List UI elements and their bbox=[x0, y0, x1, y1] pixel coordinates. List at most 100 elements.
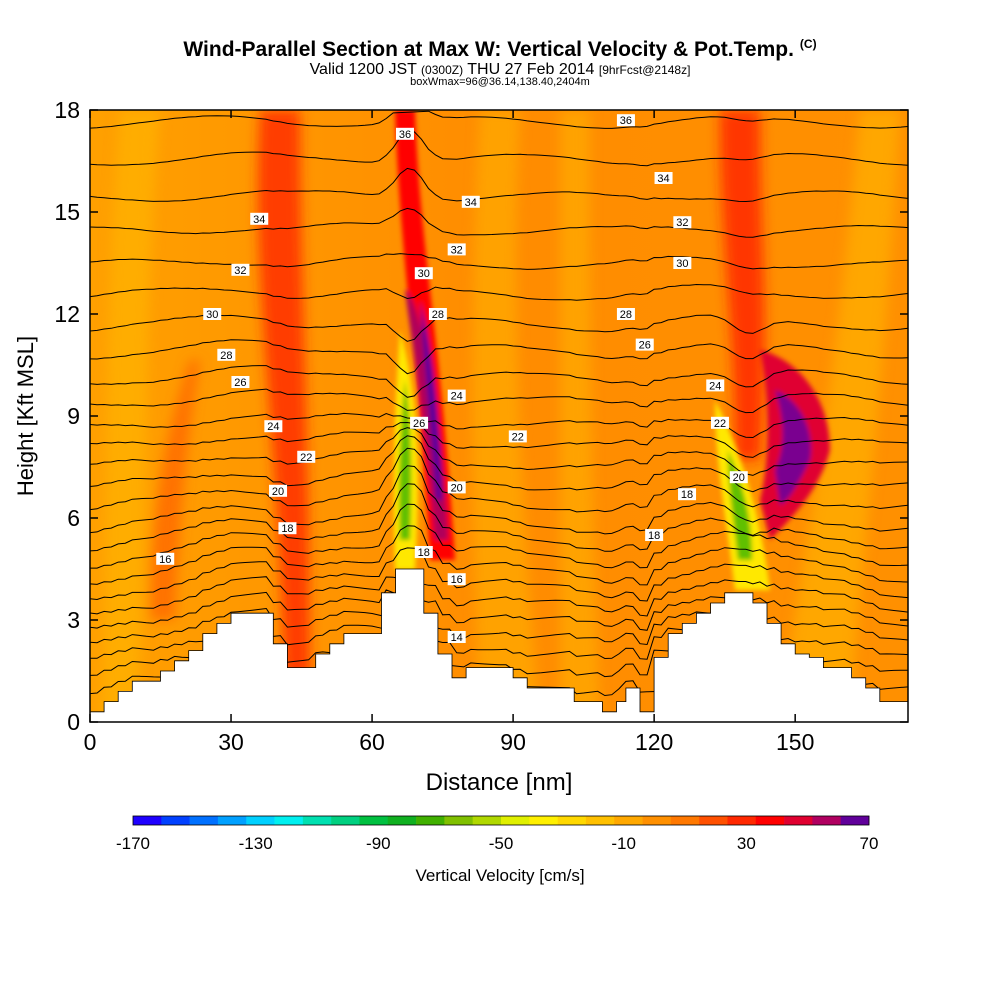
contour-label: 26 bbox=[234, 377, 246, 389]
contour-label: 36 bbox=[620, 115, 632, 127]
colorbar-segment bbox=[217, 816, 247, 825]
contour-label-box bbox=[395, 127, 414, 140]
contour-label: 18 bbox=[681, 489, 693, 501]
contour-label-box bbox=[414, 546, 433, 558]
colorbar-segment bbox=[585, 816, 615, 825]
contour-label: 30 bbox=[206, 309, 218, 321]
x-tick-label: 150 bbox=[776, 729, 814, 755]
contour-label: 22 bbox=[512, 431, 524, 443]
colorbar-segment bbox=[755, 816, 785, 825]
y-tick-label: 0 bbox=[67, 709, 80, 735]
theta-contours bbox=[90, 110, 908, 697]
colorbar-segment bbox=[614, 816, 643, 825]
theta-contour-line bbox=[90, 547, 908, 602]
updraft-core bbox=[775, 390, 811, 505]
contour-label: 28 bbox=[220, 350, 232, 362]
contour-label: 24 bbox=[451, 391, 463, 403]
colorbar-segment bbox=[670, 816, 700, 825]
theta-contour-line bbox=[90, 388, 908, 414]
contour-label-box bbox=[673, 216, 692, 229]
valid-date: THU 27 Feb 2014 bbox=[467, 61, 595, 78]
contour-label-box bbox=[250, 212, 269, 225]
copyright-mark: (C) bbox=[799, 37, 817, 51]
contour-label-box bbox=[508, 430, 527, 443]
theta-contour-line bbox=[90, 465, 908, 535]
x-tick-label: 90 bbox=[500, 729, 526, 755]
contour-label: 28 bbox=[620, 309, 632, 321]
colorbar-segment bbox=[359, 816, 389, 825]
colorbar-tick-label: -50 bbox=[489, 834, 514, 853]
forecast-info: [9hrFcst@2148z] bbox=[598, 63, 691, 77]
colorbar-segment bbox=[812, 816, 841, 825]
colorbar-segment bbox=[274, 816, 304, 825]
x-axis: 0 30 60 90 120 150 bbox=[84, 110, 814, 755]
theta-contour-line bbox=[90, 283, 908, 301]
contour-label: 20 bbox=[733, 472, 745, 484]
theta-contour-line bbox=[90, 110, 908, 129]
x-tick-label: 60 bbox=[359, 729, 385, 755]
contour-label-box bbox=[447, 389, 466, 402]
colorbar-segment bbox=[387, 816, 417, 825]
downdraft-band bbox=[472, 110, 540, 720]
contour-label-box bbox=[616, 114, 635, 127]
contour-label-box bbox=[278, 522, 297, 535]
contour-label: 26 bbox=[639, 340, 651, 352]
chart-title: Wind-Parallel Section at Max W: Vertical… bbox=[0, 37, 1000, 62]
theta-contour-line bbox=[90, 412, 908, 439]
colorbar-segment bbox=[302, 816, 332, 825]
contour-label-box bbox=[414, 267, 433, 280]
contour-label-box bbox=[447, 481, 466, 494]
contour-label-box bbox=[156, 552, 175, 565]
contour-label-box bbox=[447, 573, 466, 586]
colorbar-tick-label: 30 bbox=[737, 834, 756, 853]
contour-label: 16 bbox=[159, 554, 171, 566]
theta-contour-line bbox=[90, 421, 908, 458]
contour-label: 16 bbox=[451, 574, 463, 586]
contour-label-box bbox=[635, 338, 654, 351]
contour-label: 34 bbox=[465, 197, 477, 209]
colorbar-segment bbox=[416, 816, 445, 825]
colorbar-tick-label: -90 bbox=[366, 834, 391, 853]
theta-contour-line bbox=[90, 503, 908, 569]
contour-labels: 36 36 34 34 34 32 32 32 30 30 30 28 28 28 26 26 26 24 24 24… bbox=[156, 114, 748, 644]
theta-contour-line bbox=[90, 649, 908, 678]
colorbar-frame bbox=[132, 815, 870, 826]
theta-contour-line bbox=[90, 607, 908, 646]
colorbar-tick-label: -170 bbox=[116, 834, 150, 853]
contour-label: 18 bbox=[281, 523, 293, 535]
contour-label: 32 bbox=[451, 244, 463, 256]
y-tick-label: 12 bbox=[54, 301, 80, 327]
contour-label: 22 bbox=[714, 418, 726, 430]
contour-label: 30 bbox=[676, 258, 688, 270]
updraft-band bbox=[720, 110, 765, 460]
x-tick-label: 0 bbox=[84, 729, 97, 755]
contour-label: 34 bbox=[657, 173, 669, 185]
theta-contour-line bbox=[90, 427, 908, 476]
contour-label-box bbox=[654, 172, 673, 184]
x-axis-label: Distance [nm] bbox=[426, 769, 573, 796]
colorbar-segment bbox=[699, 816, 728, 825]
theta-contour-line bbox=[90, 447, 908, 513]
theta-contour-line bbox=[90, 483, 908, 552]
colorbar-segment bbox=[529, 816, 558, 825]
contour-label-box bbox=[217, 348, 236, 361]
chart-subtitle: Valid 1200 JST (0300Z) THU 27 Feb 2014 [… bbox=[0, 61, 1000, 79]
velocity-field: 36 36 34 34 34 32 32 32 30 30 30 28 28 28 26 26 26 24 24 24… bbox=[90, 110, 908, 722]
contour-label: 34 bbox=[253, 214, 265, 226]
colorbar-label: Vertical Velocity [cm/s] bbox=[415, 866, 584, 885]
contour-label: 30 bbox=[418, 268, 430, 280]
theta-contour-line bbox=[90, 167, 908, 203]
contour-label-box bbox=[729, 471, 748, 484]
valid-time: Valid 1200 JST bbox=[309, 61, 417, 78]
colorbar-tick-label: -10 bbox=[611, 834, 636, 853]
contour-label: 24 bbox=[267, 421, 279, 433]
downdraft-core bbox=[399, 380, 412, 540]
colorbar-segment bbox=[472, 816, 502, 825]
downdraft-band bbox=[100, 110, 160, 720]
contour-label: 18 bbox=[418, 547, 430, 559]
contour-label-box bbox=[710, 416, 729, 429]
contour-label-box bbox=[269, 484, 288, 497]
theta-contour-line bbox=[90, 130, 908, 167]
theta-contour-line bbox=[90, 589, 908, 631]
